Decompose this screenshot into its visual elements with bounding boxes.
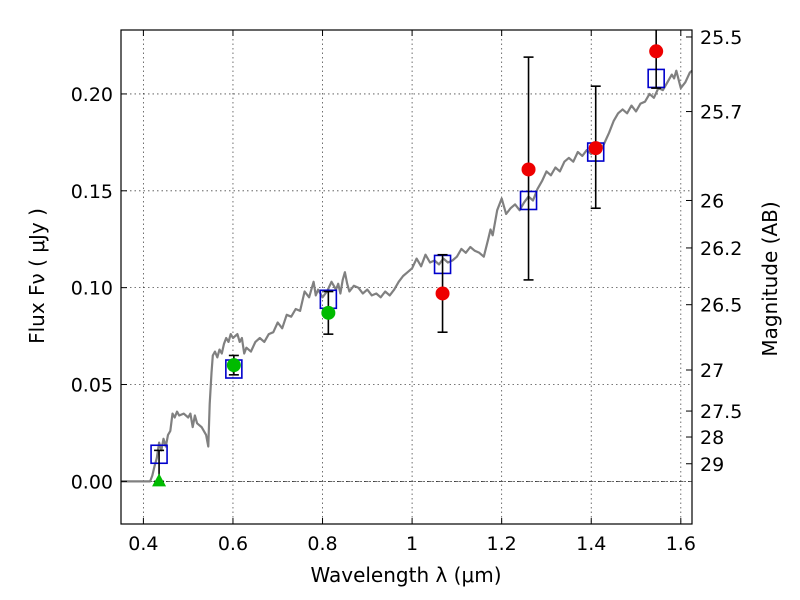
magnitude-axis: 25.5 25.7 26 26.2 26.5 27 27.5 28 29	[686, 27, 742, 476]
x-tick-label: 1	[406, 533, 418, 555]
x-tick-label: 1.2	[487, 533, 517, 555]
x-tick-label: 0.6	[218, 533, 248, 555]
x-axis-label: Wavelength λ (μm)	[310, 563, 501, 587]
axes-frame	[120, 29, 693, 525]
y-tick-label: 0.00	[71, 471, 113, 493]
photometry-point	[321, 305, 336, 320]
photometry-point	[435, 286, 450, 301]
magnitude-tick-label: 28	[700, 427, 724, 449]
magnitude-tick-label: 27	[700, 360, 724, 382]
photometry-point	[649, 44, 664, 59]
y-tick-label: 0.15	[71, 181, 113, 203]
x-tick-label: 1.6	[666, 533, 696, 555]
x-tick-label: 1.4	[576, 533, 606, 555]
photometry-point	[588, 141, 603, 156]
template-spectrum-line	[121, 69, 693, 483]
y-tick-label: 0.10	[71, 278, 113, 300]
y-tick-label: 0.05	[71, 375, 113, 397]
x-tick-label: 0.4	[128, 533, 158, 555]
x-tick-label: 0.8	[307, 533, 337, 555]
grid	[121, 30, 692, 524]
magnitude-axis-label: Magnitude (AB)	[758, 201, 782, 356]
y-axis-label: Flux Fν ( μJy )	[25, 208, 49, 344]
magnitude-tick-label: 26.2	[700, 238, 742, 260]
y-axis: 0.00 0.05 0.10 0.15 0.20	[71, 84, 127, 493]
photometry-point	[521, 162, 536, 177]
magnitude-tick-label: 26	[700, 190, 724, 212]
upper-limit-triangle	[152, 473, 167, 487]
plot-area	[121, 30, 693, 487]
x-axis: 0.4 0.6 0.8 1 1.2 1.4 1.6	[128, 30, 696, 555]
magnitude-tick-label: 26.5	[700, 295, 742, 317]
magnitude-tick-label: 27.5	[700, 401, 742, 423]
magnitude-tick-label: 25.7	[700, 102, 742, 124]
y-tick-label: 0.20	[71, 84, 113, 106]
photometry-point	[226, 358, 241, 373]
magnitude-tick-label: 29	[700, 454, 724, 476]
magnitude-tick-label: 25.5	[700, 27, 742, 49]
